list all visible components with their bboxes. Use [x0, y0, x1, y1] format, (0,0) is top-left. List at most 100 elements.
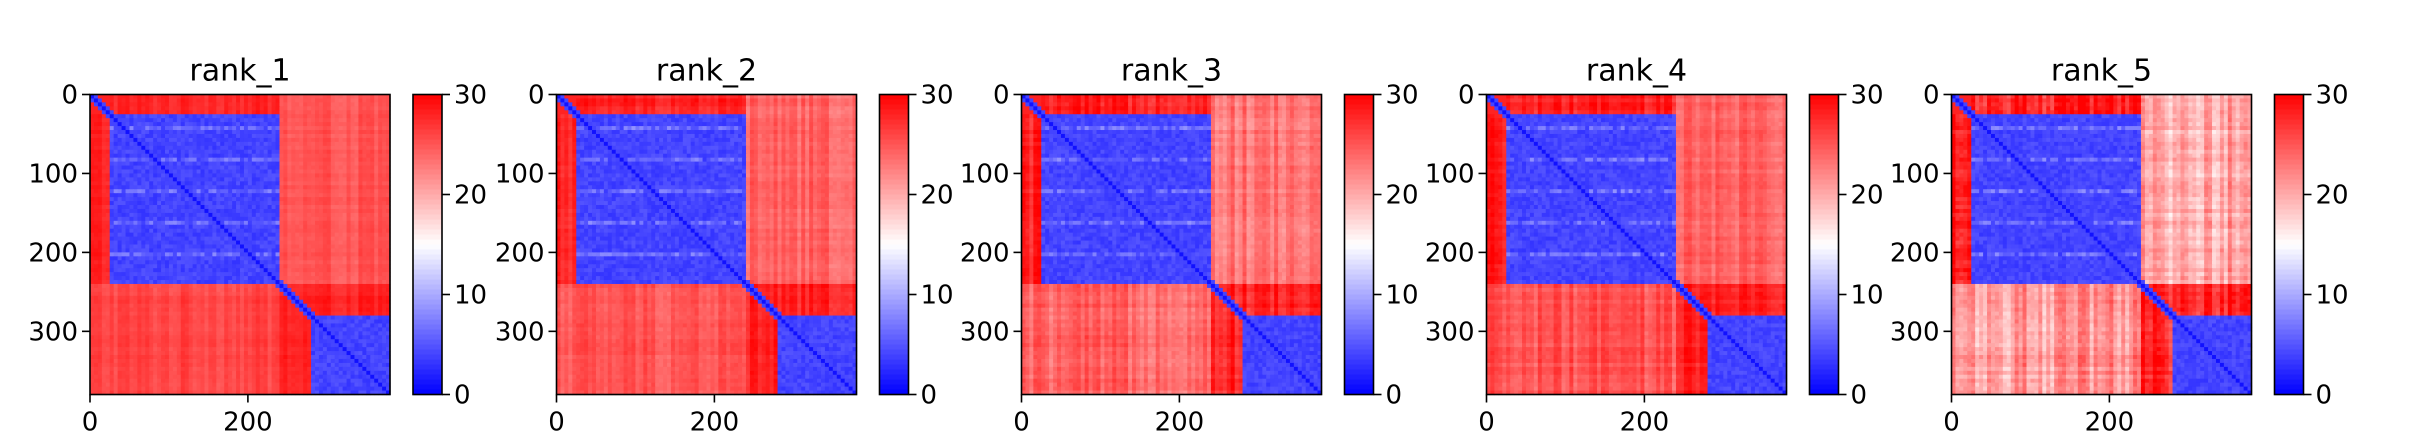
heatmap-cell: [188, 248, 194, 253]
heatmap-cell: [283, 169, 288, 175]
heatmap-cell: [101, 122, 107, 127]
heatmap-cell: [121, 189, 127, 194]
heatmap-cell: [307, 347, 312, 352]
heatmap-cell: [125, 224, 131, 230]
heatmap-cell: [259, 130, 265, 135]
heatmap-cell: [362, 193, 367, 198]
heatmap-cell: [240, 276, 245, 281]
heatmap-cell: [370, 291, 375, 297]
heatmap-cell: [196, 299, 202, 305]
heatmap-cell: [105, 197, 111, 202]
heatmap-cell: [196, 327, 202, 332]
heatmap-cell: [145, 315, 150, 321]
heatmap-cell: [180, 208, 186, 214]
heatmap-cell: [192, 208, 198, 214]
heatmap-cell: [117, 236, 123, 242]
heatmap-cell: [315, 283, 320, 289]
heatmap-cell: [338, 319, 344, 325]
heatmap-cell: [275, 311, 281, 317]
heatmap-cell: [263, 335, 269, 340]
heatmap-cell: [90, 165, 95, 171]
heatmap-cell: [334, 315, 340, 321]
heatmap-cell: [311, 216, 316, 222]
heatmap-cell: [346, 169, 352, 175]
heatmap-cell: [358, 122, 363, 127]
heatmap-cell: [243, 291, 249, 297]
heatmap-cell: [378, 228, 383, 234]
heatmap-cell: [208, 205, 213, 210]
heatmap-cell: [326, 177, 332, 182]
heatmap-cell: [220, 126, 225, 131]
heatmap-cell: [346, 118, 352, 123]
heatmap-cell: [251, 126, 257, 131]
heatmap-cell: [287, 197, 292, 202]
heatmap-cell: [200, 252, 206, 257]
heatmap-cell: [149, 165, 154, 171]
heatmap-cell: [145, 335, 150, 340]
heatmap-cell: [366, 224, 371, 230]
heatmap-cell: [129, 323, 135, 328]
heatmap-cell: [224, 331, 229, 336]
heatmap-cell: [121, 224, 127, 230]
heatmap-cell: [326, 145, 332, 151]
heatmap-cell: [386, 149, 391, 155]
heatmap-cell: [212, 94, 217, 100]
heatmap-cell: [192, 351, 198, 356]
heatmap-cell: [188, 319, 194, 325]
heatmap-cell: [172, 295, 178, 301]
heatmap-cell: [291, 133, 296, 139]
heatmap-cell: [224, 216, 229, 222]
heatmap-cell: [378, 98, 383, 103]
heatmap-cell: [350, 145, 356, 151]
heatmap-cell: [196, 224, 202, 230]
heatmap-cell: [362, 177, 367, 182]
heatmap-cell: [291, 331, 296, 336]
heatmap-cell: [342, 272, 348, 277]
heatmap-cell: [184, 343, 190, 348]
heatmap-cell: [200, 315, 206, 321]
heatmap-cell: [267, 311, 273, 317]
heatmap-cell: [287, 224, 292, 230]
heatmap-cell: [180, 98, 186, 103]
heatmap-cell: [200, 307, 206, 313]
heatmap-cell: [263, 133, 269, 139]
heatmap-cell: [188, 94, 194, 100]
heatmap-cell: [240, 303, 245, 309]
heatmap-cell: [188, 208, 194, 214]
heatmap-cell: [133, 351, 138, 356]
heatmap-cell: [141, 240, 146, 246]
heatmap-cell: [216, 307, 221, 313]
heatmap-cell: [267, 228, 273, 234]
heatmap-cell: [330, 272, 336, 277]
heatmap-cell: [133, 205, 138, 210]
heatmap-cell: [165, 173, 170, 178]
heatmap-cell: [251, 185, 257, 190]
heatmap-cell: [366, 276, 371, 281]
heatmap-cell: [180, 283, 186, 289]
heatmap-cell: [200, 240, 206, 246]
heatmap-cell: [299, 224, 304, 230]
heatmap-cell: [240, 260, 245, 265]
heatmap-cell: [350, 224, 356, 230]
heatmap-cell: [263, 173, 269, 178]
heatmap-cell: [180, 224, 186, 230]
heatmap-cell: [117, 276, 123, 281]
heatmap-cell: [157, 248, 162, 253]
heatmap-cell: [271, 145, 277, 151]
heatmap-cell: [224, 295, 229, 301]
heatmap-cell: [259, 295, 265, 301]
heatmap-cell: [165, 122, 170, 127]
heatmap-cell: [287, 216, 292, 222]
heatmap-cell: [176, 343, 182, 348]
heatmap-cell: [275, 236, 281, 242]
heatmap-cell: [299, 276, 304, 281]
heatmap-cell: [212, 145, 217, 151]
heatmap-cell: [236, 224, 241, 230]
heatmap-cell: [362, 339, 367, 344]
heatmap-cell: [180, 327, 186, 332]
heatmap-cell: [311, 248, 316, 253]
heatmap-cell: [208, 149, 213, 155]
heatmap-cell: [224, 252, 229, 257]
heatmap-cell: [366, 256, 371, 261]
heatmap-cell: [350, 102, 356, 107]
